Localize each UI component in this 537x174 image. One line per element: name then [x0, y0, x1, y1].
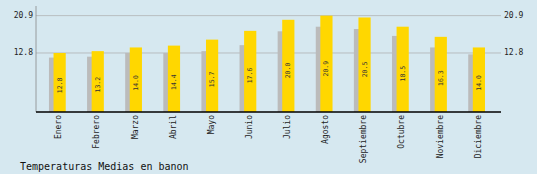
y2-tick-label: 12.8 — [504, 48, 523, 57]
data-label: 20.9 — [322, 61, 330, 77]
y-tick-label: 12.8 — [14, 48, 33, 57]
x-tick-label: Febrero — [92, 115, 101, 149]
bar — [435, 37, 447, 112]
bar — [358, 17, 370, 112]
grid-line — [36, 15, 501, 16]
bar — [206, 40, 218, 112]
x-tick-label: Diciembre — [474, 115, 483, 159]
x-tick-label: Agosto — [321, 115, 330, 144]
bar — [473, 47, 485, 112]
bar — [92, 51, 104, 112]
bar — [130, 47, 142, 112]
title: Temperaturas Medias en banon — [20, 161, 189, 172]
x-tick-label: Octubre — [397, 115, 406, 149]
data-label: 13.2 — [94, 77, 102, 93]
chart: 12.8 13.2 14.0 14.4 15.7 17.6 20.0 20.9 20.5 18.5… — [0, 0, 537, 174]
data-label: 15.7 — [208, 72, 216, 88]
data-label: 20.0 — [284, 63, 292, 79]
data-label: 18.5 — [399, 66, 407, 82]
bar — [320, 16, 332, 112]
y-tick-label: 20.9 — [14, 11, 33, 20]
bar — [397, 27, 409, 112]
x-tick-label: Junio — [245, 115, 254, 139]
x-tick-label: Abril — [169, 115, 178, 139]
bar — [54, 53, 66, 112]
data-label: 20.5 — [361, 62, 369, 78]
data-label: 14.0 — [132, 75, 140, 91]
x-tick-label: Septiembre — [359, 115, 368, 163]
x-tick-label: Enero — [54, 115, 63, 139]
x-tick-label: Noviembre — [436, 115, 445, 159]
bar — [168, 46, 180, 112]
bar — [244, 31, 256, 112]
y-axis-line — [36, 6, 37, 112]
y2-tick-label: 20.9 — [504, 11, 523, 20]
data-label: 16.3 — [437, 70, 445, 86]
data-label: 14.0 — [475, 75, 483, 91]
bars — [49, 16, 485, 112]
x-tick-label: Mayo — [207, 115, 216, 134]
x-axis-line — [36, 111, 501, 113]
x-tick-label: Julio — [283, 115, 292, 139]
x-tick-label: Marzo — [131, 115, 140, 139]
data-label: 12.8 — [56, 78, 64, 94]
data-label: 17.6 — [246, 68, 254, 84]
bar — [282, 20, 294, 112]
data-label: 14.4 — [170, 74, 178, 90]
